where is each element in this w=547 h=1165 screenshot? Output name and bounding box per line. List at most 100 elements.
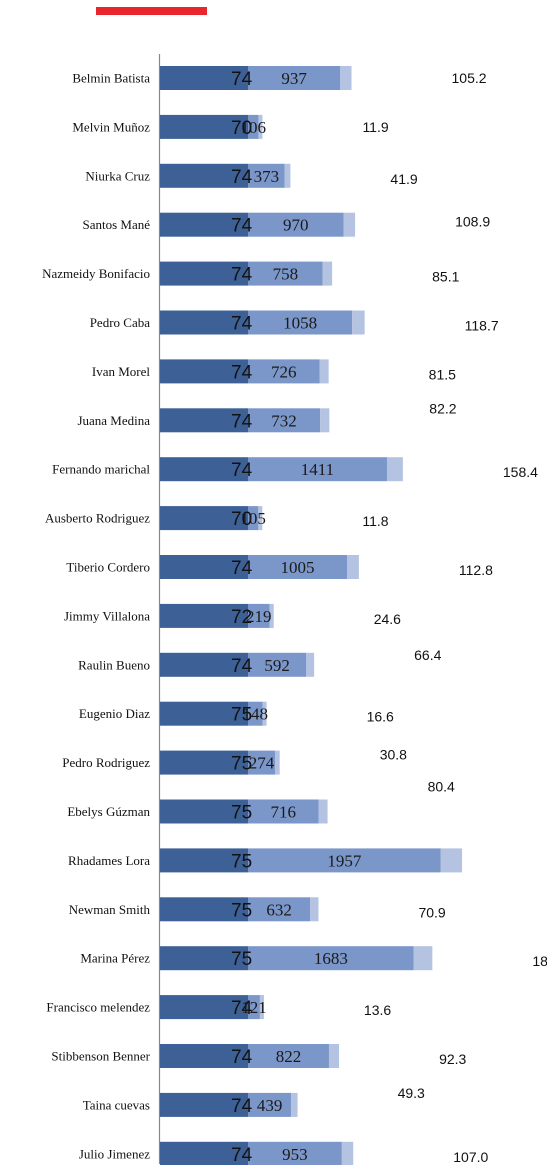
bar-segment-3 bbox=[258, 506, 263, 531]
category-label: Melvin Muñoz bbox=[72, 119, 150, 134]
bar-segment-1 bbox=[160, 1092, 248, 1117]
bar-segment-3 bbox=[340, 66, 352, 90]
data-label-series-3: 16.6 bbox=[367, 709, 394, 725]
data-label-series-2: 716 bbox=[271, 803, 297, 822]
data-label-series-1: 74 bbox=[231, 1096, 253, 1117]
data-label-series-1: 75 bbox=[231, 754, 252, 775]
data-label-series-3: 108.9 bbox=[455, 214, 490, 230]
bar-segment-1 bbox=[160, 310, 248, 335]
bar-segment-1 bbox=[160, 506, 248, 531]
data-label-series-3: 80.4 bbox=[428, 779, 455, 795]
bar-segment-2 bbox=[248, 359, 320, 384]
bar-segment-3 bbox=[319, 359, 329, 384]
data-label-series-3: 105.2 bbox=[452, 70, 487, 86]
data-label-series-3: 66.4 bbox=[414, 647, 441, 663]
category-label: Ebelys Gúzman bbox=[67, 804, 150, 819]
bar-segment-3 bbox=[346, 555, 359, 579]
bar-segment-3 bbox=[440, 848, 463, 873]
category-label: Niurka Cruz bbox=[85, 168, 150, 183]
data-label-series-1: 74 bbox=[231, 216, 253, 237]
bar-row: Fernando marichal 74 1411 158.4 bbox=[52, 457, 538, 482]
bar-row: Newman Smith 75 632 70.9 bbox=[69, 897, 446, 922]
data-label-series-3: 49.3 bbox=[398, 1085, 425, 1101]
bar-segment-2 bbox=[248, 555, 347, 579]
bar-segment-3 bbox=[341, 1141, 354, 1165]
bar-segment-3 bbox=[343, 212, 356, 237]
data-label-series-1: 75 bbox=[231, 705, 252, 726]
bar-row: Niurka Cruz 74 373 41.9 bbox=[85, 163, 418, 188]
bar-segment-2 bbox=[248, 66, 341, 90]
bar-segment-2 bbox=[248, 799, 319, 824]
category-label: Belmin Batista bbox=[72, 71, 150, 86]
data-label-series-2: 1005 bbox=[280, 558, 314, 577]
data-label-series-3: 11.8 bbox=[362, 513, 388, 529]
bar-row: Tiberio Cordero 74 1005 112.8 bbox=[66, 555, 493, 579]
data-label-series-3: 188.9 bbox=[532, 953, 547, 969]
category-label: Ivan Morel bbox=[92, 364, 151, 379]
data-label-series-2: 1411 bbox=[301, 460, 334, 479]
category-label: Stibbenson Benner bbox=[51, 1049, 150, 1064]
bar-row: Ebelys Gúzman 75 716 80.4 bbox=[67, 779, 455, 824]
bar-segment-1 bbox=[160, 114, 248, 139]
data-label-series-3: 112.8 bbox=[459, 562, 493, 578]
bar-segment-2 bbox=[248, 1092, 292, 1117]
bar-segment-3 bbox=[262, 701, 267, 726]
data-label-series-1: 74 bbox=[231, 411, 253, 432]
data-label-series-3: 41.9 bbox=[390, 171, 417, 187]
category-label: Santos Mané bbox=[82, 217, 150, 232]
data-label-series-1: 75 bbox=[231, 900, 252, 921]
category-label: Rhadames Lora bbox=[68, 853, 150, 868]
data-label-series-2: 274 bbox=[249, 754, 275, 773]
bar-segment-2 bbox=[248, 163, 285, 188]
bar-segment-1 bbox=[160, 66, 248, 90]
data-label-series-2: 373 bbox=[254, 167, 280, 186]
data-label-series-1: 70 bbox=[231, 509, 252, 530]
bar-segment-2 bbox=[248, 848, 441, 873]
bar-segment-1 bbox=[160, 701, 248, 726]
header-accent-bar bbox=[96, 7, 207, 15]
bar-segment-2 bbox=[248, 897, 311, 922]
data-label-series-2: 439 bbox=[257, 1096, 283, 1115]
data-label-series-1: 74 bbox=[231, 1145, 253, 1165]
bar-segment-2 bbox=[248, 1141, 342, 1165]
category-label: Marina Pérez bbox=[80, 951, 150, 966]
data-label-series-3: 82.2 bbox=[429, 400, 456, 416]
data-label-series-2: 1957 bbox=[327, 851, 362, 870]
bar-row: Juana Medina 74 732 82.2 bbox=[77, 400, 457, 433]
data-label-series-1: 74 bbox=[231, 314, 253, 335]
bar-segment-1 bbox=[160, 995, 248, 1020]
bar-segment-3 bbox=[352, 310, 365, 335]
bar-segment-1 bbox=[160, 750, 248, 775]
bar-segment-3 bbox=[291, 1092, 298, 1117]
data-label-series-2: 105 bbox=[240, 509, 266, 528]
data-label-series-2: 1683 bbox=[314, 949, 348, 968]
data-label-series-1: 74 bbox=[231, 558, 253, 579]
bar-segment-3 bbox=[413, 946, 433, 971]
data-label-series-3: 30.8 bbox=[380, 747, 407, 763]
data-label-series-3: 107.0 bbox=[453, 1149, 488, 1165]
category-label: Eugenio Diaz bbox=[79, 706, 150, 721]
bar-segment-3 bbox=[274, 750, 280, 775]
data-label-series-1: 74 bbox=[231, 265, 253, 286]
bar-row: Raulin Bueno 74 592 66.4 bbox=[78, 647, 442, 677]
data-label-series-2: 121 bbox=[241, 998, 267, 1017]
bar-segment-1 bbox=[160, 457, 248, 482]
data-label-series-3: 118.7 bbox=[465, 318, 499, 334]
bar-segment-1 bbox=[160, 603, 248, 628]
bar-segment-2 bbox=[248, 1044, 329, 1068]
bar-segment-1 bbox=[160, 799, 248, 824]
bar-segment-1 bbox=[160, 1044, 248, 1068]
bar-row: Ivan Morel 74 726 81.5 bbox=[92, 359, 456, 384]
data-label-series-2: 148 bbox=[243, 705, 269, 724]
bar-row: Julio Jimenez 74 953 107.0 bbox=[79, 1141, 489, 1165]
bar-segment-3 bbox=[259, 995, 264, 1020]
category-label: Nazmeidy Bonifacio bbox=[42, 266, 150, 281]
bar-segment-1 bbox=[160, 408, 248, 433]
data-label-series-1: 74 bbox=[231, 167, 253, 188]
data-label-series-3: 24.6 bbox=[374, 611, 401, 627]
